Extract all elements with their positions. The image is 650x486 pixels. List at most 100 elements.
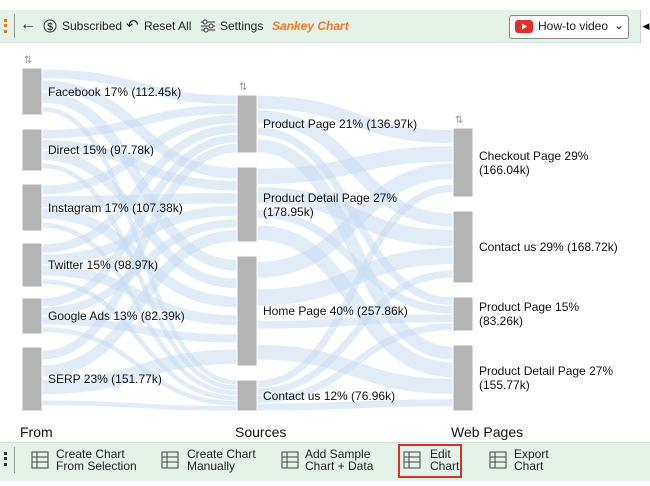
node-bar [452, 344, 474, 412]
button-icon [403, 451, 421, 469]
chart-name: Sankey Chart [272, 19, 349, 33]
node-label: Contact us 12% (76.96k) [263, 388, 396, 403]
button-label[interactable]: Chart + Data [305, 459, 374, 473]
button-icon [31, 451, 49, 469]
column-title: Sources [235, 424, 287, 440]
bottom-toolbar [0, 442, 650, 481]
node-label: Home Page 40% (257.86k) [263, 304, 408, 318]
grip [4, 452, 7, 466]
node-bar [21, 346, 43, 412]
collapse[interactable]: ◀ [640, 10, 650, 43]
flow [256, 184, 454, 388]
node-label: Product Page 15% (83.26k) [479, 300, 580, 328]
button-label[interactable]: Export [514, 447, 549, 461]
sort-icon: ⇅ [24, 55, 32, 66]
subscribed[interactable]: Subscribed [62, 19, 123, 33]
flow [256, 247, 454, 306]
button-label[interactable]: Create Chart [56, 447, 125, 461]
node-bar [236, 379, 258, 412]
flow [256, 314, 454, 329]
separator [14, 447, 15, 473]
node-label: Twitter 15% (98.97k) [48, 258, 159, 272]
flow [41, 205, 238, 265]
flow [256, 344, 454, 394]
reset-icon: ↶ [126, 17, 139, 34]
flow [41, 92, 238, 271]
node-bar [21, 297, 43, 335]
node-label: Product Page 21% (136.97k) [263, 117, 418, 131]
node-label: SERP 23% (151.77k) [48, 372, 162, 386]
edit-highlight [398, 444, 462, 478]
node-bar [21, 67, 43, 116]
node-bar [452, 296, 474, 332]
flow [41, 400, 238, 411]
node-label: Product Detail Page 27% (155.77k) [479, 364, 614, 392]
flow [256, 270, 454, 396]
flow [41, 192, 238, 207]
button-label[interactable]: Edit [430, 447, 451, 461]
separator [14, 14, 15, 38]
flow [41, 124, 238, 253]
node-label: Checkout Page 29% (166.04k) [479, 148, 589, 177]
back-icon[interactable]: ← [20, 16, 36, 33]
node-bar [21, 128, 43, 172]
flow [256, 210, 454, 314]
flow [256, 146, 454, 185]
node-bar [21, 183, 43, 232]
column-title: Web Pages [451, 424, 524, 440]
node-bar [21, 242, 43, 288]
node-label: Direct 15% (97.78k) [48, 143, 155, 157]
svg-text:$: $ [47, 22, 53, 33]
node-bar [236, 166, 258, 243]
flow [41, 140, 238, 191]
column-title: From [20, 424, 53, 440]
node-label: Facebook 17% (112.45k) [48, 84, 182, 99]
node-bar [452, 210, 474, 284]
reset-all[interactable]: Reset All [144, 19, 192, 33]
button-icon [281, 451, 299, 469]
flow [41, 114, 238, 195]
flow [41, 316, 238, 343]
button-icon [489, 451, 507, 469]
grip [4, 19, 10, 33]
subscribed-icon: $ [43, 19, 57, 33]
button-label[interactable]: Create Chart [187, 447, 256, 461]
flow [256, 323, 454, 403]
flow [256, 399, 454, 411]
sort-icon: ⇅ [455, 115, 463, 126]
flow [256, 225, 454, 378]
node-label: Google Ads 13% (82.39k) [48, 309, 185, 323]
flow [41, 279, 238, 401]
video-label[interactable]: How-to video [538, 19, 609, 33]
flow [41, 80, 238, 179]
node-bar [236, 94, 258, 154]
flow [41, 163, 238, 391]
settings[interactable]: Settings [220, 19, 264, 33]
button-label[interactable]: Add Sample [305, 447, 371, 461]
button-icon [161, 451, 179, 469]
flow [41, 69, 238, 105]
flow [41, 219, 238, 316]
button-label[interactable]: From Selection [56, 459, 137, 473]
node-label: Product Detail Page 27% (178.95k) [263, 190, 398, 219]
flow [41, 143, 238, 360]
flow [256, 163, 454, 278]
flow [41, 349, 238, 395]
flow [256, 139, 454, 360]
flow [41, 230, 238, 377]
flow [256, 95, 454, 144]
flow [41, 105, 238, 139]
youtube-icon [515, 20, 533, 33]
button-label[interactable]: Manually [187, 459, 236, 473]
node-bar [236, 255, 258, 367]
button-label[interactable]: Chart [514, 459, 544, 473]
sort-icon: ⇅ [239, 82, 247, 93]
button-label[interactable]: Chart [430, 459, 460, 473]
node-label: Contact us 29% (168.72k) [479, 240, 618, 254]
node-bar [452, 127, 474, 198]
flow [41, 134, 238, 307]
node-label: Instagram 17% (107.38k) [48, 200, 183, 215]
settings-icon [201, 19, 215, 33]
